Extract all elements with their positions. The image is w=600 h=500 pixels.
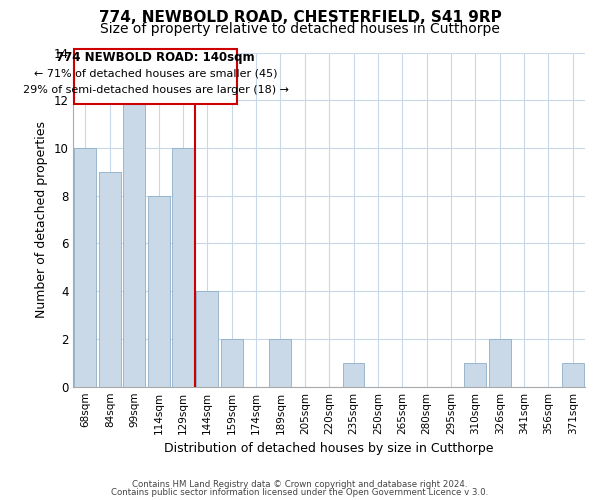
- Text: Size of property relative to detached houses in Cutthorpe: Size of property relative to detached ho…: [100, 22, 500, 36]
- Text: 774 NEWBOLD ROAD: 140sqm: 774 NEWBOLD ROAD: 140sqm: [56, 51, 255, 64]
- Bar: [74, 148, 97, 386]
- Y-axis label: Number of detached properties: Number of detached properties: [35, 121, 48, 318]
- Bar: [148, 196, 170, 386]
- Text: 774, NEWBOLD ROAD, CHESTERFIELD, S41 9RP: 774, NEWBOLD ROAD, CHESTERFIELD, S41 9RP: [98, 10, 502, 25]
- Bar: [221, 339, 242, 386]
- X-axis label: Distribution of detached houses by size in Cutthorpe: Distribution of detached houses by size …: [164, 442, 494, 455]
- Text: Contains HM Land Registry data © Crown copyright and database right 2024.: Contains HM Land Registry data © Crown c…: [132, 480, 468, 489]
- Bar: [464, 363, 487, 386]
- Text: ← 71% of detached houses are smaller (45): ← 71% of detached houses are smaller (45…: [34, 68, 277, 78]
- Bar: [562, 363, 584, 386]
- Bar: [172, 148, 194, 386]
- Bar: [123, 100, 145, 386]
- Bar: [74, 49, 236, 104]
- Bar: [99, 172, 121, 386]
- Bar: [196, 291, 218, 386]
- Bar: [269, 339, 292, 386]
- Text: 29% of semi-detached houses are larger (18) →: 29% of semi-detached houses are larger (…: [23, 85, 289, 95]
- Bar: [343, 363, 364, 386]
- Text: Contains public sector information licensed under the Open Government Licence v : Contains public sector information licen…: [112, 488, 488, 497]
- Bar: [489, 339, 511, 386]
